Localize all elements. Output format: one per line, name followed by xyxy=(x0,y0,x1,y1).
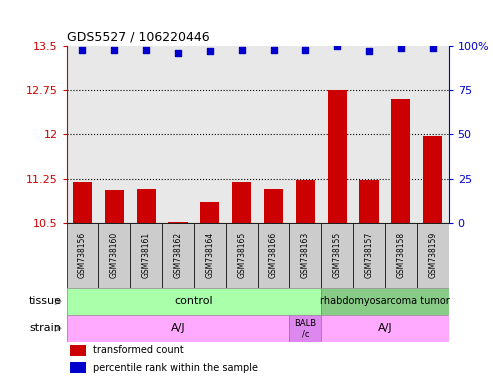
Point xyxy=(142,46,150,53)
Bar xyxy=(169,222,187,223)
Text: GSM738163: GSM738163 xyxy=(301,232,310,278)
Bar xyxy=(296,180,315,223)
Bar xyxy=(99,223,130,288)
Text: GSM738155: GSM738155 xyxy=(333,232,342,278)
Bar xyxy=(105,190,124,223)
Bar xyxy=(162,223,194,288)
Bar xyxy=(226,223,257,288)
Bar xyxy=(423,136,442,223)
Text: GSM738161: GSM738161 xyxy=(141,232,151,278)
Text: GSM738166: GSM738166 xyxy=(269,232,278,278)
Text: A/J: A/J xyxy=(378,323,392,333)
Bar xyxy=(264,189,283,223)
Point xyxy=(238,46,246,53)
Bar xyxy=(289,315,321,342)
Point xyxy=(110,46,118,53)
Bar xyxy=(289,223,321,288)
Bar xyxy=(417,223,449,288)
Bar xyxy=(321,315,449,342)
Bar xyxy=(73,182,92,223)
Text: tissue: tissue xyxy=(29,296,62,306)
Bar xyxy=(353,223,385,288)
Bar xyxy=(70,362,86,373)
Text: GSM738162: GSM738162 xyxy=(174,232,182,278)
Text: GDS5527 / 106220446: GDS5527 / 106220446 xyxy=(67,30,209,43)
Text: GSM738158: GSM738158 xyxy=(396,232,405,278)
Point xyxy=(333,43,341,49)
Point xyxy=(206,48,214,55)
Bar xyxy=(70,345,86,356)
Bar xyxy=(391,99,410,223)
Bar xyxy=(257,223,289,288)
Bar xyxy=(321,223,353,288)
Bar xyxy=(200,202,219,223)
Bar xyxy=(67,223,99,288)
Bar xyxy=(67,315,289,342)
Text: strain: strain xyxy=(30,323,62,333)
Point xyxy=(301,46,309,53)
Bar xyxy=(67,288,321,315)
Text: GSM738156: GSM738156 xyxy=(78,232,87,278)
Text: GSM738160: GSM738160 xyxy=(110,232,119,278)
Bar xyxy=(137,189,156,223)
Point xyxy=(270,46,278,53)
Text: A/J: A/J xyxy=(171,323,185,333)
Point xyxy=(365,48,373,55)
Text: BALB
/c: BALB /c xyxy=(294,319,317,338)
Point xyxy=(174,50,182,56)
Text: GSM738165: GSM738165 xyxy=(237,232,246,278)
Text: rhabdomyosarcoma tumor: rhabdomyosarcoma tumor xyxy=(320,296,450,306)
Text: GSM738159: GSM738159 xyxy=(428,232,437,278)
Text: percentile rank within the sample: percentile rank within the sample xyxy=(93,362,258,373)
Text: GSM738164: GSM738164 xyxy=(205,232,214,278)
Bar xyxy=(321,288,449,315)
Bar xyxy=(359,180,379,223)
Bar xyxy=(328,90,347,223)
Bar xyxy=(194,223,226,288)
Point xyxy=(429,45,437,51)
Point xyxy=(397,45,405,51)
Bar xyxy=(130,223,162,288)
Text: transformed count: transformed count xyxy=(93,345,184,356)
Text: GSM738157: GSM738157 xyxy=(364,232,374,278)
Bar xyxy=(232,182,251,223)
Bar xyxy=(385,223,417,288)
Point xyxy=(78,46,86,53)
Text: control: control xyxy=(175,296,213,306)
